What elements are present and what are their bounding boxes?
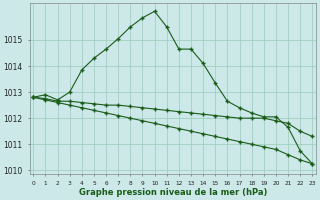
X-axis label: Graphe pression niveau de la mer (hPa): Graphe pression niveau de la mer (hPa): [79, 188, 267, 197]
